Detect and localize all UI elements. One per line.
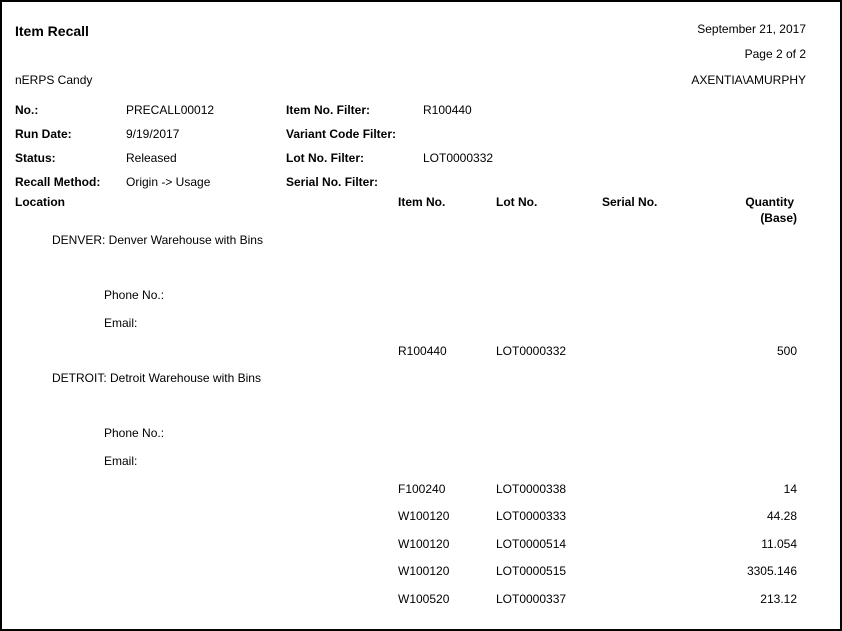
row-item-no: W100120 xyxy=(398,537,450,551)
row-item-no: F100240 xyxy=(398,482,446,496)
serial-filter-label: Serial No. Filter: xyxy=(286,175,379,189)
no-value: PRECALL00012 xyxy=(126,103,215,117)
row-item-no: W100120 xyxy=(398,509,450,523)
page-number: Page 2 of 2 xyxy=(744,47,806,61)
row-lot-no: LOT0000338 xyxy=(496,482,567,496)
col-location: Location xyxy=(15,195,65,209)
recall-method-value: Origin -> Usage xyxy=(126,175,211,189)
col-quantity: Quantity xyxy=(745,195,794,209)
col-serial-no: Serial No. xyxy=(602,195,658,209)
phone-label: Phone No.: xyxy=(104,426,165,440)
user-id: AXENTIA\AMURPHY xyxy=(691,73,806,87)
recall-method-label: Recall Method: xyxy=(15,175,101,189)
phone-label: Phone No.: xyxy=(104,288,165,302)
row-quantity: 213.12 xyxy=(760,592,797,606)
row-quantity: 500 xyxy=(776,344,797,358)
report-title: Item Recall xyxy=(15,23,89,39)
row-item-no: W100520 xyxy=(398,592,450,606)
no-label: No.: xyxy=(15,103,39,117)
company-name: nERPS Candy xyxy=(15,73,93,87)
row-item-no: W100120 xyxy=(398,564,450,578)
col-lot-no: Lot No. xyxy=(496,195,538,209)
report-date: September 21, 2017 xyxy=(697,22,806,36)
row-lot-no: LOT0000515 xyxy=(496,564,567,578)
col-quantity-base: (Base) xyxy=(760,211,797,225)
run-date-label: Run Date: xyxy=(15,127,72,141)
row-quantity: 44.28 xyxy=(766,509,797,523)
row-lot-no: LOT0000514 xyxy=(496,537,567,551)
row-quantity: 11.054 xyxy=(761,537,797,551)
lot-filter-value: LOT0000332 xyxy=(423,151,494,165)
status-label: Status: xyxy=(15,151,56,165)
location-name: DENVER: Denver Warehouse with Bins xyxy=(52,233,263,247)
run-date-value: 9/19/2017 xyxy=(126,127,180,141)
lot-filter-label: Lot No. Filter: xyxy=(286,151,364,165)
email-label: Email: xyxy=(104,454,138,468)
item-filter-value: R100440 xyxy=(423,103,472,117)
email-label: Email: xyxy=(104,316,138,330)
row-lot-no: LOT0000332 xyxy=(496,344,567,358)
variant-filter-label: Variant Code Filter: xyxy=(286,127,397,141)
status-value: Released xyxy=(126,151,177,165)
location-name: DETROIT: Detroit Warehouse with Bins xyxy=(52,371,261,385)
col-item-no: Item No. xyxy=(398,195,446,209)
row-item-no: R100440 xyxy=(398,344,447,358)
row-quantity: 3305.146 xyxy=(746,564,797,578)
row-lot-no: LOT0000337 xyxy=(496,592,567,606)
row-lot-no: LOT0000333 xyxy=(496,509,567,523)
row-quantity: 14 xyxy=(783,482,797,496)
item-filter-label: Item No. Filter: xyxy=(286,103,371,117)
